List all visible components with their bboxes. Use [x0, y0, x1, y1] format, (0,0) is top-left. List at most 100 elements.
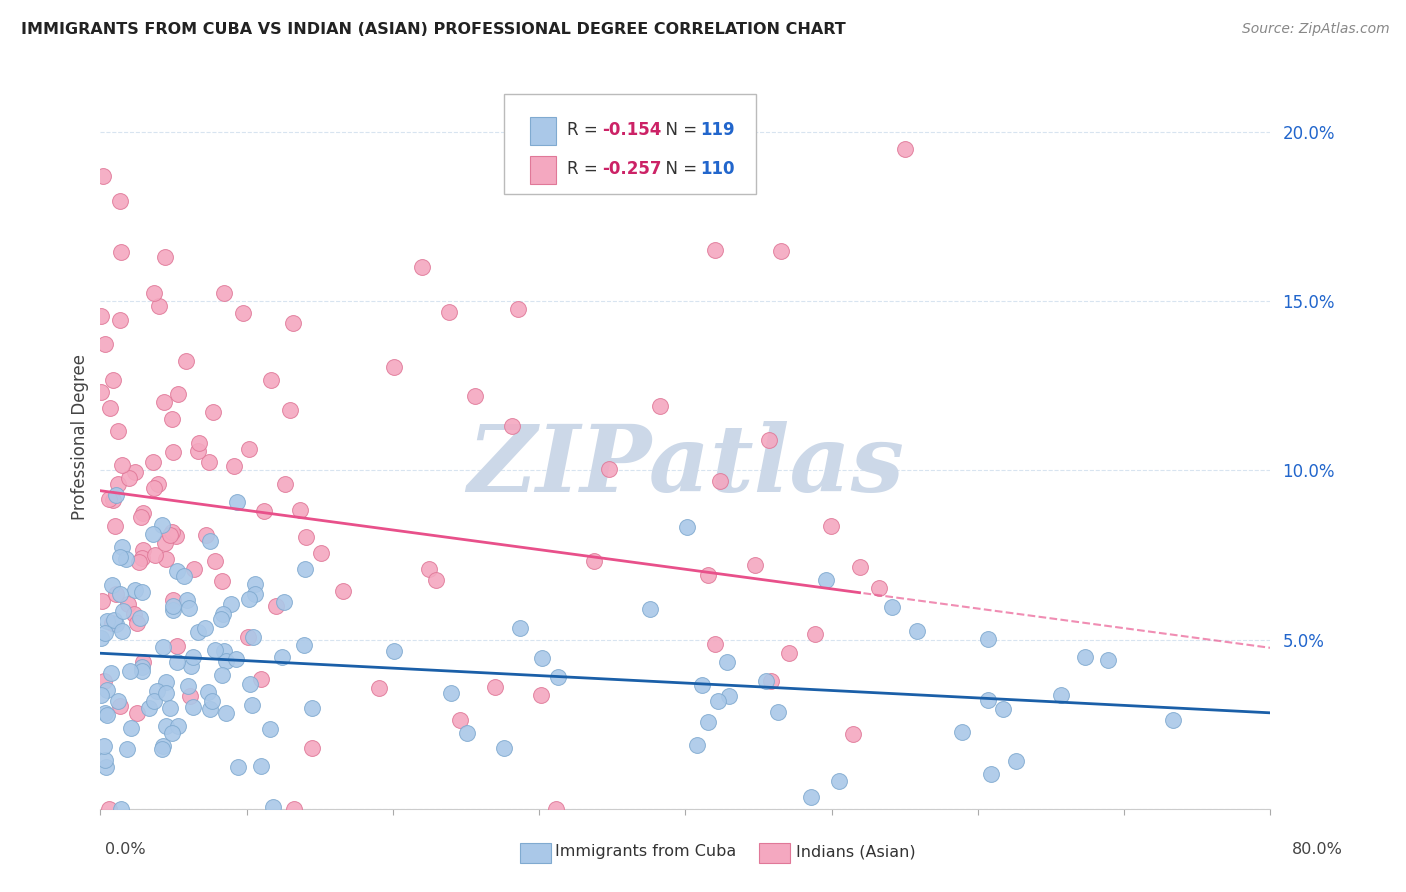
- Point: [509, 621, 531, 635]
- Point: [110, 587, 132, 601]
- Point: [211, 574, 233, 588]
- Point: [464, 389, 486, 403]
- Point: [238, 442, 260, 456]
- Point: [179, 689, 201, 703]
- Text: Indians (Asian): Indians (Asian): [796, 845, 915, 859]
- Text: 80.0%: 80.0%: [1292, 842, 1343, 856]
- Point: [166, 655, 188, 669]
- Point: [278, 403, 301, 417]
- Point: [456, 726, 478, 740]
- Point: [950, 725, 973, 739]
- Point: [283, 316, 305, 330]
- Point: [288, 503, 311, 517]
- Text: N =: N =: [655, 160, 703, 178]
- Point: [411, 260, 433, 275]
- Point: [882, 600, 904, 615]
- Point: [638, 601, 661, 615]
- Point: [111, 540, 134, 554]
- Point: [194, 621, 217, 635]
- Point: [142, 455, 165, 469]
- Text: 110: 110: [700, 160, 735, 178]
- Point: [152, 640, 174, 654]
- Point: [162, 599, 184, 614]
- Point: [107, 693, 129, 707]
- Point: [212, 644, 235, 658]
- Point: [598, 462, 620, 476]
- Point: [704, 637, 727, 651]
- Point: [160, 726, 183, 740]
- Point: [138, 701, 160, 715]
- Point: [160, 412, 183, 426]
- Point: [242, 630, 264, 644]
- Point: [125, 706, 148, 721]
- Point: [709, 474, 731, 488]
- Point: [153, 535, 176, 549]
- Point: [90, 688, 112, 702]
- Point: [90, 384, 112, 399]
- Point: [103, 613, 125, 627]
- Point: [98, 491, 121, 506]
- Text: ZIPatlas: ZIPatlas: [467, 421, 904, 511]
- Point: [648, 399, 671, 413]
- Point: [894, 142, 917, 156]
- Point: [132, 542, 155, 557]
- Text: 0.0%: 0.0%: [105, 842, 146, 856]
- Point: [238, 630, 260, 644]
- Point: [105, 488, 128, 502]
- Point: [94, 753, 117, 767]
- Point: [100, 665, 122, 680]
- Point: [90, 310, 112, 324]
- Point: [367, 681, 389, 696]
- Point: [384, 644, 406, 658]
- Point: [309, 546, 332, 560]
- Text: R =: R =: [567, 160, 603, 178]
- Point: [301, 701, 323, 715]
- Point: [198, 533, 221, 548]
- Point: [181, 699, 204, 714]
- Point: [110, 313, 132, 327]
- Point: [142, 527, 165, 541]
- Point: [991, 702, 1014, 716]
- Point: [96, 614, 118, 628]
- Point: [264, 599, 287, 613]
- Point: [225, 495, 247, 509]
- FancyBboxPatch shape: [503, 94, 755, 194]
- Point: [197, 455, 219, 469]
- Point: [177, 601, 200, 615]
- Point: [115, 741, 138, 756]
- Point: [222, 458, 245, 473]
- Point: [153, 250, 176, 264]
- Point: [1073, 649, 1095, 664]
- Point: [1097, 653, 1119, 667]
- Point: [112, 603, 135, 617]
- Point: [980, 766, 1002, 780]
- Point: [976, 693, 998, 707]
- Point: [530, 688, 553, 702]
- Point: [531, 650, 554, 665]
- Point: [162, 603, 184, 617]
- Point: [186, 624, 208, 639]
- Point: [582, 554, 605, 568]
- Point: [97, 802, 120, 816]
- Point: [253, 504, 276, 518]
- Point: [200, 702, 222, 716]
- Point: [273, 595, 295, 609]
- Point: [508, 301, 530, 316]
- Point: [94, 706, 117, 720]
- Point: [450, 713, 472, 727]
- Point: [201, 405, 224, 419]
- Point: [125, 615, 148, 630]
- Point: [155, 719, 177, 733]
- Point: [201, 694, 224, 708]
- Point: [131, 659, 153, 673]
- Point: [676, 520, 699, 534]
- Point: [332, 583, 354, 598]
- Point: [166, 564, 188, 578]
- Point: [437, 305, 460, 319]
- Point: [212, 285, 235, 300]
- Point: [815, 574, 838, 588]
- Point: [129, 610, 152, 624]
- Point: [104, 587, 127, 601]
- Point: [703, 244, 725, 258]
- Point: [768, 705, 790, 719]
